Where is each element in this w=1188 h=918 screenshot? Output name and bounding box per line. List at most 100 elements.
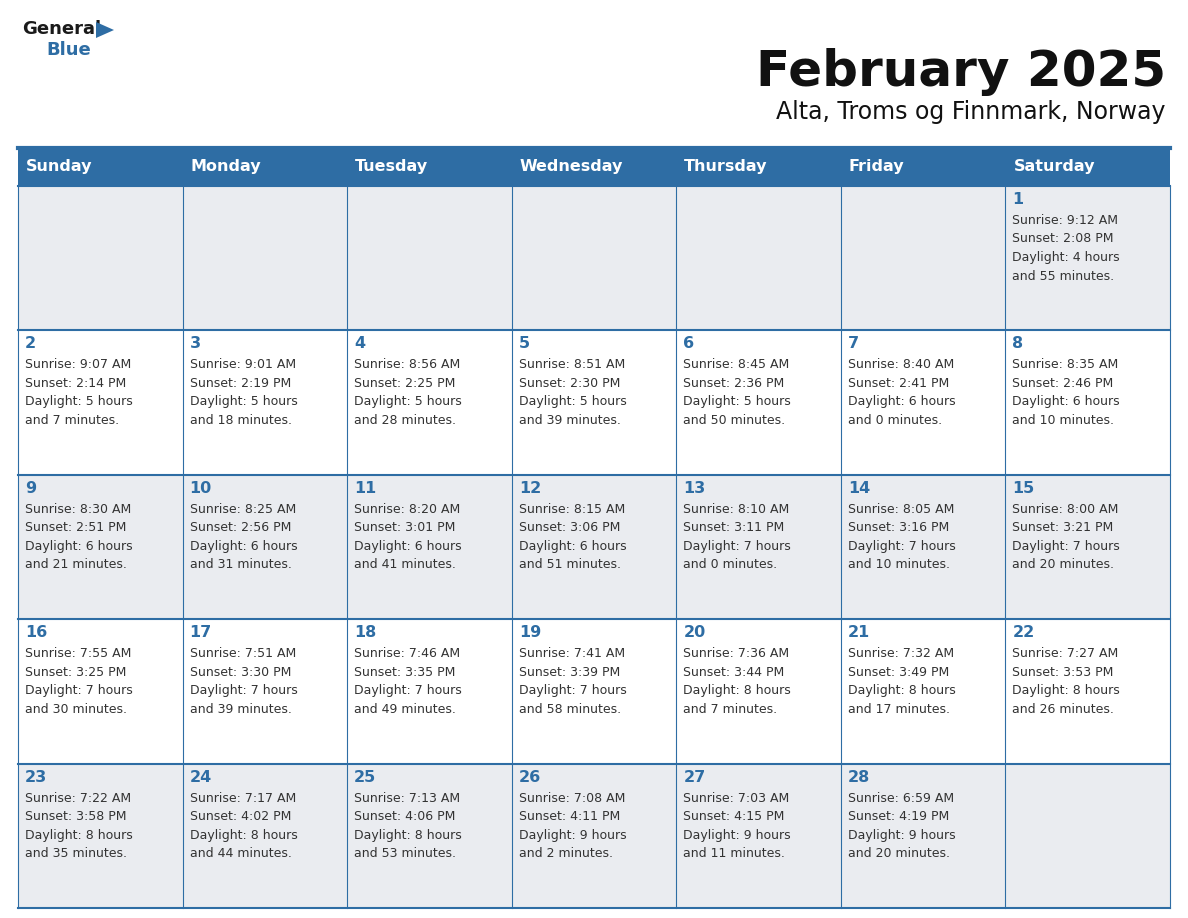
- Text: Sunrise: 8:10 AM: Sunrise: 8:10 AM: [683, 503, 790, 516]
- Text: Daylight: 8 hours: Daylight: 8 hours: [354, 829, 462, 842]
- Text: Sunrise: 7:41 AM: Sunrise: 7:41 AM: [519, 647, 625, 660]
- Text: 16: 16: [25, 625, 48, 640]
- Text: Daylight: 6 hours: Daylight: 6 hours: [354, 540, 462, 553]
- Text: and 21 minutes.: and 21 minutes.: [25, 558, 127, 571]
- Text: Daylight: 7 hours: Daylight: 7 hours: [1012, 540, 1120, 553]
- Text: Sunset: 3:11 PM: Sunset: 3:11 PM: [683, 521, 784, 534]
- Text: 7: 7: [848, 336, 859, 352]
- Text: and 55 minutes.: and 55 minutes.: [1012, 270, 1114, 283]
- Text: Sunset: 4:02 PM: Sunset: 4:02 PM: [190, 810, 291, 823]
- Text: 20: 20: [683, 625, 706, 640]
- Text: and 0 minutes.: and 0 minutes.: [683, 558, 777, 571]
- Text: Sunrise: 7:03 AM: Sunrise: 7:03 AM: [683, 791, 790, 804]
- Text: Daylight: 6 hours: Daylight: 6 hours: [190, 540, 297, 553]
- Text: Sunrise: 8:30 AM: Sunrise: 8:30 AM: [25, 503, 131, 516]
- Text: Daylight: 6 hours: Daylight: 6 hours: [848, 396, 955, 409]
- Text: and 35 minutes.: and 35 minutes.: [25, 847, 127, 860]
- Text: and 39 minutes.: and 39 minutes.: [190, 702, 291, 716]
- Text: Sunset: 3:58 PM: Sunset: 3:58 PM: [25, 810, 126, 823]
- Text: Tuesday: Tuesday: [355, 160, 428, 174]
- Text: Sunset: 2:46 PM: Sunset: 2:46 PM: [1012, 377, 1113, 390]
- Bar: [18, 148, 1170, 186]
- Bar: [18, 764, 1170, 908]
- Text: General: General: [23, 20, 101, 38]
- Text: Sunset: 3:16 PM: Sunset: 3:16 PM: [848, 521, 949, 534]
- Text: Sunrise: 7:46 AM: Sunrise: 7:46 AM: [354, 647, 460, 660]
- Text: Sunset: 2:51 PM: Sunset: 2:51 PM: [25, 521, 126, 534]
- Text: 4: 4: [354, 336, 365, 352]
- Text: and 58 minutes.: and 58 minutes.: [519, 702, 621, 716]
- Text: Sunrise: 8:05 AM: Sunrise: 8:05 AM: [848, 503, 954, 516]
- Text: Daylight: 7 hours: Daylight: 7 hours: [683, 540, 791, 553]
- Text: Sunset: 3:30 PM: Sunset: 3:30 PM: [190, 666, 291, 678]
- Text: and 10 minutes.: and 10 minutes.: [1012, 414, 1114, 427]
- Text: and 31 minutes.: and 31 minutes.: [190, 558, 291, 571]
- Text: 12: 12: [519, 481, 541, 496]
- Text: Sunrise: 8:25 AM: Sunrise: 8:25 AM: [190, 503, 296, 516]
- Text: and 50 minutes.: and 50 minutes.: [683, 414, 785, 427]
- Text: Sunset: 3:35 PM: Sunset: 3:35 PM: [354, 666, 455, 678]
- Bar: [18, 475, 1170, 620]
- Text: and 53 minutes.: and 53 minutes.: [354, 847, 456, 860]
- Text: and 20 minutes.: and 20 minutes.: [1012, 558, 1114, 571]
- Text: Sunrise: 7:51 AM: Sunrise: 7:51 AM: [190, 647, 296, 660]
- Text: Sunset: 2:41 PM: Sunset: 2:41 PM: [848, 377, 949, 390]
- Text: Wednesday: Wednesday: [519, 160, 623, 174]
- Text: 14: 14: [848, 481, 870, 496]
- Text: Alta, Troms og Finnmark, Norway: Alta, Troms og Finnmark, Norway: [777, 100, 1165, 124]
- Polygon shape: [96, 22, 114, 38]
- Text: Daylight: 7 hours: Daylight: 7 hours: [25, 684, 133, 697]
- Text: Sunrise: 8:56 AM: Sunrise: 8:56 AM: [354, 358, 461, 372]
- Text: February 2025: February 2025: [756, 48, 1165, 96]
- Text: 22: 22: [1012, 625, 1035, 640]
- Text: 9: 9: [25, 481, 36, 496]
- Text: Sunset: 3:21 PM: Sunset: 3:21 PM: [1012, 521, 1113, 534]
- Text: Sunset: 3:06 PM: Sunset: 3:06 PM: [519, 521, 620, 534]
- Text: 5: 5: [519, 336, 530, 352]
- Text: Sunrise: 8:35 AM: Sunrise: 8:35 AM: [1012, 358, 1119, 372]
- Text: Sunrise: 7:13 AM: Sunrise: 7:13 AM: [354, 791, 460, 804]
- Text: and 7 minutes.: and 7 minutes.: [25, 414, 119, 427]
- Text: Sunset: 2:56 PM: Sunset: 2:56 PM: [190, 521, 291, 534]
- Text: 18: 18: [354, 625, 377, 640]
- Text: Daylight: 7 hours: Daylight: 7 hours: [354, 684, 462, 697]
- Text: 11: 11: [354, 481, 377, 496]
- Text: Blue: Blue: [46, 41, 90, 59]
- Text: and 44 minutes.: and 44 minutes.: [190, 847, 291, 860]
- Text: and 0 minutes.: and 0 minutes.: [848, 414, 942, 427]
- Text: 23: 23: [25, 769, 48, 785]
- Text: 6: 6: [683, 336, 695, 352]
- Text: Daylight: 6 hours: Daylight: 6 hours: [519, 540, 626, 553]
- Text: and 2 minutes.: and 2 minutes.: [519, 847, 613, 860]
- Text: Daylight: 5 hours: Daylight: 5 hours: [190, 396, 297, 409]
- Text: Sunset: 3:53 PM: Sunset: 3:53 PM: [1012, 666, 1114, 678]
- Text: 26: 26: [519, 769, 541, 785]
- Text: Sunset: 2:14 PM: Sunset: 2:14 PM: [25, 377, 126, 390]
- Text: and 26 minutes.: and 26 minutes.: [1012, 702, 1114, 716]
- Text: and 51 minutes.: and 51 minutes.: [519, 558, 620, 571]
- Text: Sunset: 2:08 PM: Sunset: 2:08 PM: [1012, 232, 1114, 245]
- Text: Sunrise: 6:59 AM: Sunrise: 6:59 AM: [848, 791, 954, 804]
- Text: Daylight: 8 hours: Daylight: 8 hours: [683, 684, 791, 697]
- Text: Sunrise: 9:01 AM: Sunrise: 9:01 AM: [190, 358, 296, 372]
- Text: Daylight: 8 hours: Daylight: 8 hours: [848, 684, 955, 697]
- Text: and 11 minutes.: and 11 minutes.: [683, 847, 785, 860]
- Text: Sunset: 2:30 PM: Sunset: 2:30 PM: [519, 377, 620, 390]
- Text: and 20 minutes.: and 20 minutes.: [848, 847, 950, 860]
- Text: Sunrise: 8:00 AM: Sunrise: 8:00 AM: [1012, 503, 1119, 516]
- Text: Daylight: 8 hours: Daylight: 8 hours: [1012, 684, 1120, 697]
- Text: and 41 minutes.: and 41 minutes.: [354, 558, 456, 571]
- Text: Sunrise: 8:45 AM: Sunrise: 8:45 AM: [683, 358, 790, 372]
- Text: Sunrise: 7:32 AM: Sunrise: 7:32 AM: [848, 647, 954, 660]
- Text: Monday: Monday: [190, 160, 261, 174]
- Text: Saturday: Saturday: [1013, 160, 1095, 174]
- Text: Daylight: 5 hours: Daylight: 5 hours: [354, 396, 462, 409]
- Text: Daylight: 5 hours: Daylight: 5 hours: [25, 396, 133, 409]
- Text: 27: 27: [683, 769, 706, 785]
- Text: Sunset: 4:06 PM: Sunset: 4:06 PM: [354, 810, 455, 823]
- Text: Sunset: 4:19 PM: Sunset: 4:19 PM: [848, 810, 949, 823]
- Bar: [18, 330, 1170, 475]
- Text: and 7 minutes.: and 7 minutes.: [683, 702, 777, 716]
- Text: Sunset: 4:15 PM: Sunset: 4:15 PM: [683, 810, 784, 823]
- Text: and 10 minutes.: and 10 minutes.: [848, 558, 950, 571]
